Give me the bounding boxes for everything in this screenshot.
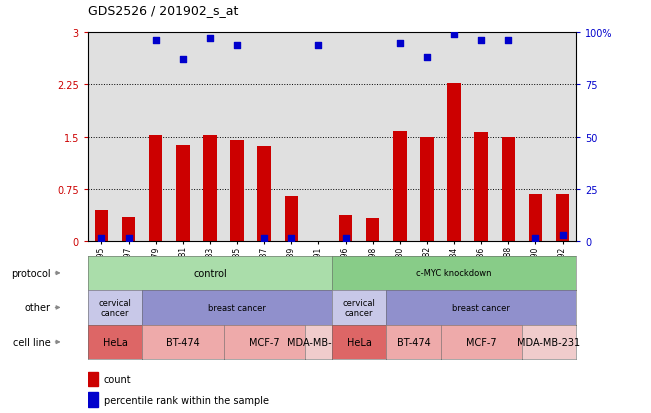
Bar [556, 195, 570, 242]
Point [340, 235, 351, 242]
Text: BT-474: BT-474 [396, 337, 430, 347]
Text: count: count [104, 374, 131, 384]
Bar [230, 141, 244, 242]
Text: protocol: protocol [11, 268, 51, 278]
Bar [339, 216, 352, 242]
Point [178, 57, 188, 64]
Text: breast cancer: breast cancer [452, 303, 510, 312]
Bar [284, 197, 298, 242]
Text: cell line: cell line [13, 337, 51, 347]
Bar [88, 372, 98, 386]
Point [449, 32, 460, 38]
Text: HeLa: HeLa [347, 337, 372, 347]
Text: GDS2526 / 201902_s_at: GDS2526 / 201902_s_at [88, 4, 238, 17]
Bar [149, 136, 163, 242]
Text: BT-474: BT-474 [166, 337, 200, 347]
Point [530, 235, 540, 242]
Bar [447, 84, 461, 242]
Bar [420, 137, 434, 242]
Text: HeLa: HeLa [103, 337, 128, 347]
Point [150, 38, 161, 45]
Point [395, 40, 405, 47]
Text: percentile rank within the sample: percentile rank within the sample [104, 395, 268, 405]
Bar [529, 195, 542, 242]
Point [96, 235, 107, 242]
Point [422, 55, 432, 62]
Point [286, 235, 297, 242]
Point [259, 235, 270, 242]
Bar [366, 218, 380, 242]
Bar [94, 210, 108, 242]
Bar [257, 146, 271, 242]
Bar [176, 146, 189, 242]
Text: cervical
cancer: cervical cancer [98, 298, 132, 317]
Text: cervical
cancer: cervical cancer [342, 298, 376, 317]
Bar [122, 217, 135, 242]
Bar [393, 132, 407, 242]
Text: MCF-7: MCF-7 [249, 337, 279, 347]
Bar [501, 137, 515, 242]
Text: MCF-7: MCF-7 [466, 337, 497, 347]
Text: c-MYC knockdown: c-MYC knockdown [417, 269, 492, 278]
Point [557, 232, 568, 239]
Point [123, 235, 134, 242]
Bar [475, 133, 488, 242]
Point [476, 38, 486, 45]
Text: control: control [193, 268, 227, 278]
Text: breast cancer: breast cancer [208, 303, 266, 312]
Point [232, 42, 242, 49]
Bar [203, 136, 217, 242]
Bar [88, 392, 98, 407]
Point [204, 36, 215, 43]
Point [313, 42, 324, 49]
Text: other: other [25, 303, 51, 313]
Point [503, 38, 514, 45]
Text: MDA-MB-231: MDA-MB-231 [287, 337, 350, 347]
Text: MDA-MB-231: MDA-MB-231 [518, 337, 581, 347]
